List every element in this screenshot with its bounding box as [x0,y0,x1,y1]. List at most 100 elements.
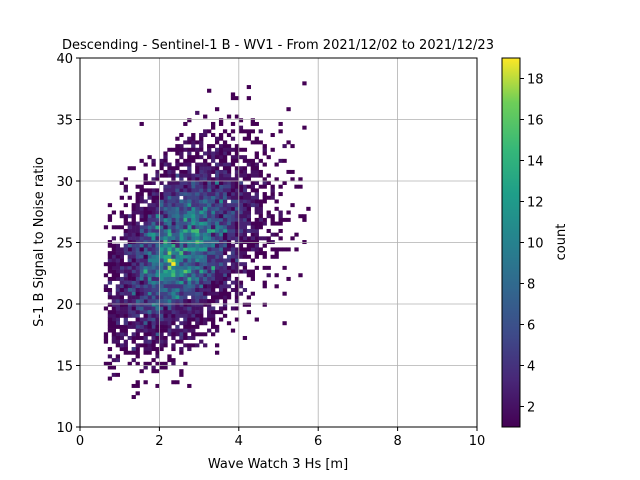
heatmap-cell [167,221,172,226]
heatmap-cell [207,210,212,215]
heatmap-cell [214,188,220,193]
heatmap-cell [155,188,160,193]
heatmap-cell [207,291,212,296]
heatmap-cell [211,280,216,285]
heatmap-cell [278,129,283,134]
heatmap-cell [191,210,196,215]
heatmap-cell [163,280,168,285]
heatmap-cell [207,184,212,189]
heatmap-cell [226,265,232,270]
heatmap-cell [214,151,220,156]
heatmap-cell [207,236,212,241]
heatmap-cell [270,217,275,222]
heatmap-cell [262,284,267,289]
heatmap-cell [175,214,180,219]
heatmap-cell [131,265,136,270]
heatmap-cell [294,247,299,252]
heatmap-cell [254,254,259,259]
colorbar-tick-label: 8 [527,278,535,293]
heatmap-cell [151,265,156,270]
heatmap-cell [222,147,228,152]
heatmap-cell [167,280,172,285]
heatmap-cell [119,284,124,289]
heatmap-cell [123,243,128,248]
heatmap-cell [230,228,236,233]
heatmap-cell [135,347,140,352]
heatmap-cell [179,288,184,292]
heatmap-cell [254,173,259,178]
heatmap-cell [298,214,303,219]
heatmap-cell [131,254,136,259]
heatmap-cell [163,192,168,197]
heatmap-cell [246,192,252,197]
heatmap-cell [195,181,200,185]
heatmap-cell [147,188,152,193]
heatmap-cell [127,310,132,315]
heatmap-cell [159,243,164,248]
heatmap-cell [187,243,192,248]
heatmap-cell [207,262,212,267]
heatmap-cell [131,236,136,241]
heatmap-cell [214,206,220,211]
heatmap-cell [199,188,204,193]
heatmap-cell [131,251,136,256]
heatmap-cell [254,166,259,171]
heatmap-cell [282,247,287,252]
heatmap-cell [167,288,172,292]
heatmap-cell [191,236,196,241]
heatmap-cell [211,151,216,156]
heatmap-cell [167,243,172,248]
heatmap-cell [242,210,248,215]
heatmap-cell [246,214,252,219]
heatmap-cell [195,276,200,281]
heatmap-cell [103,332,109,337]
heatmap-cell [127,262,132,267]
heatmap-cell [115,258,120,263]
heatmap-cell [167,210,172,215]
heatmap-cell [131,210,136,215]
heatmap-cell [151,273,156,278]
heatmap-cell [207,306,212,311]
heatmap-cell [139,254,144,259]
heatmap-cell [199,228,204,233]
heatmap-cell [155,240,160,245]
heatmap-cell [262,265,267,270]
heatmap-cell [131,232,136,237]
heatmap-cell [266,173,271,178]
heatmap-cell [111,262,117,267]
heatmap-cell [119,335,124,340]
heatmap-cell [167,162,172,167]
heatmap-cell [234,232,240,237]
heatmap-cell [238,206,244,211]
heatmap-cell [171,265,176,270]
heatmap-cell [234,151,240,156]
heatmap-cell [191,188,196,193]
heatmap-cell [143,335,148,340]
heatmap-cell [207,225,212,230]
heatmap-cell [139,284,144,289]
heatmap-cell [179,214,184,219]
heatmap-cell [199,236,204,241]
heatmap-cell [147,328,152,333]
heatmap-cell [167,247,172,252]
heatmap-cell [207,188,212,193]
heatmap-cell [218,217,224,222]
heatmap-cell [207,155,212,160]
heatmap-cell [270,254,275,259]
heatmap-cell [131,288,136,292]
heatmap-cell [159,291,164,296]
heatmap-cell [119,195,124,200]
heatmap-cell [254,155,259,160]
heatmap-cell [147,306,152,311]
heatmap-cell [123,324,128,329]
heatmap-cell [163,247,168,252]
heatmap-cell [254,317,259,322]
heatmap-cell [199,181,204,185]
y-tick-label: 30 [56,175,73,190]
heatmap-cell [151,199,156,204]
heatmap-cell [171,358,176,363]
heatmap-cell [187,302,192,307]
heatmap-cell [254,206,259,211]
heatmap-cell [179,310,184,315]
heatmap-cell [203,203,208,208]
